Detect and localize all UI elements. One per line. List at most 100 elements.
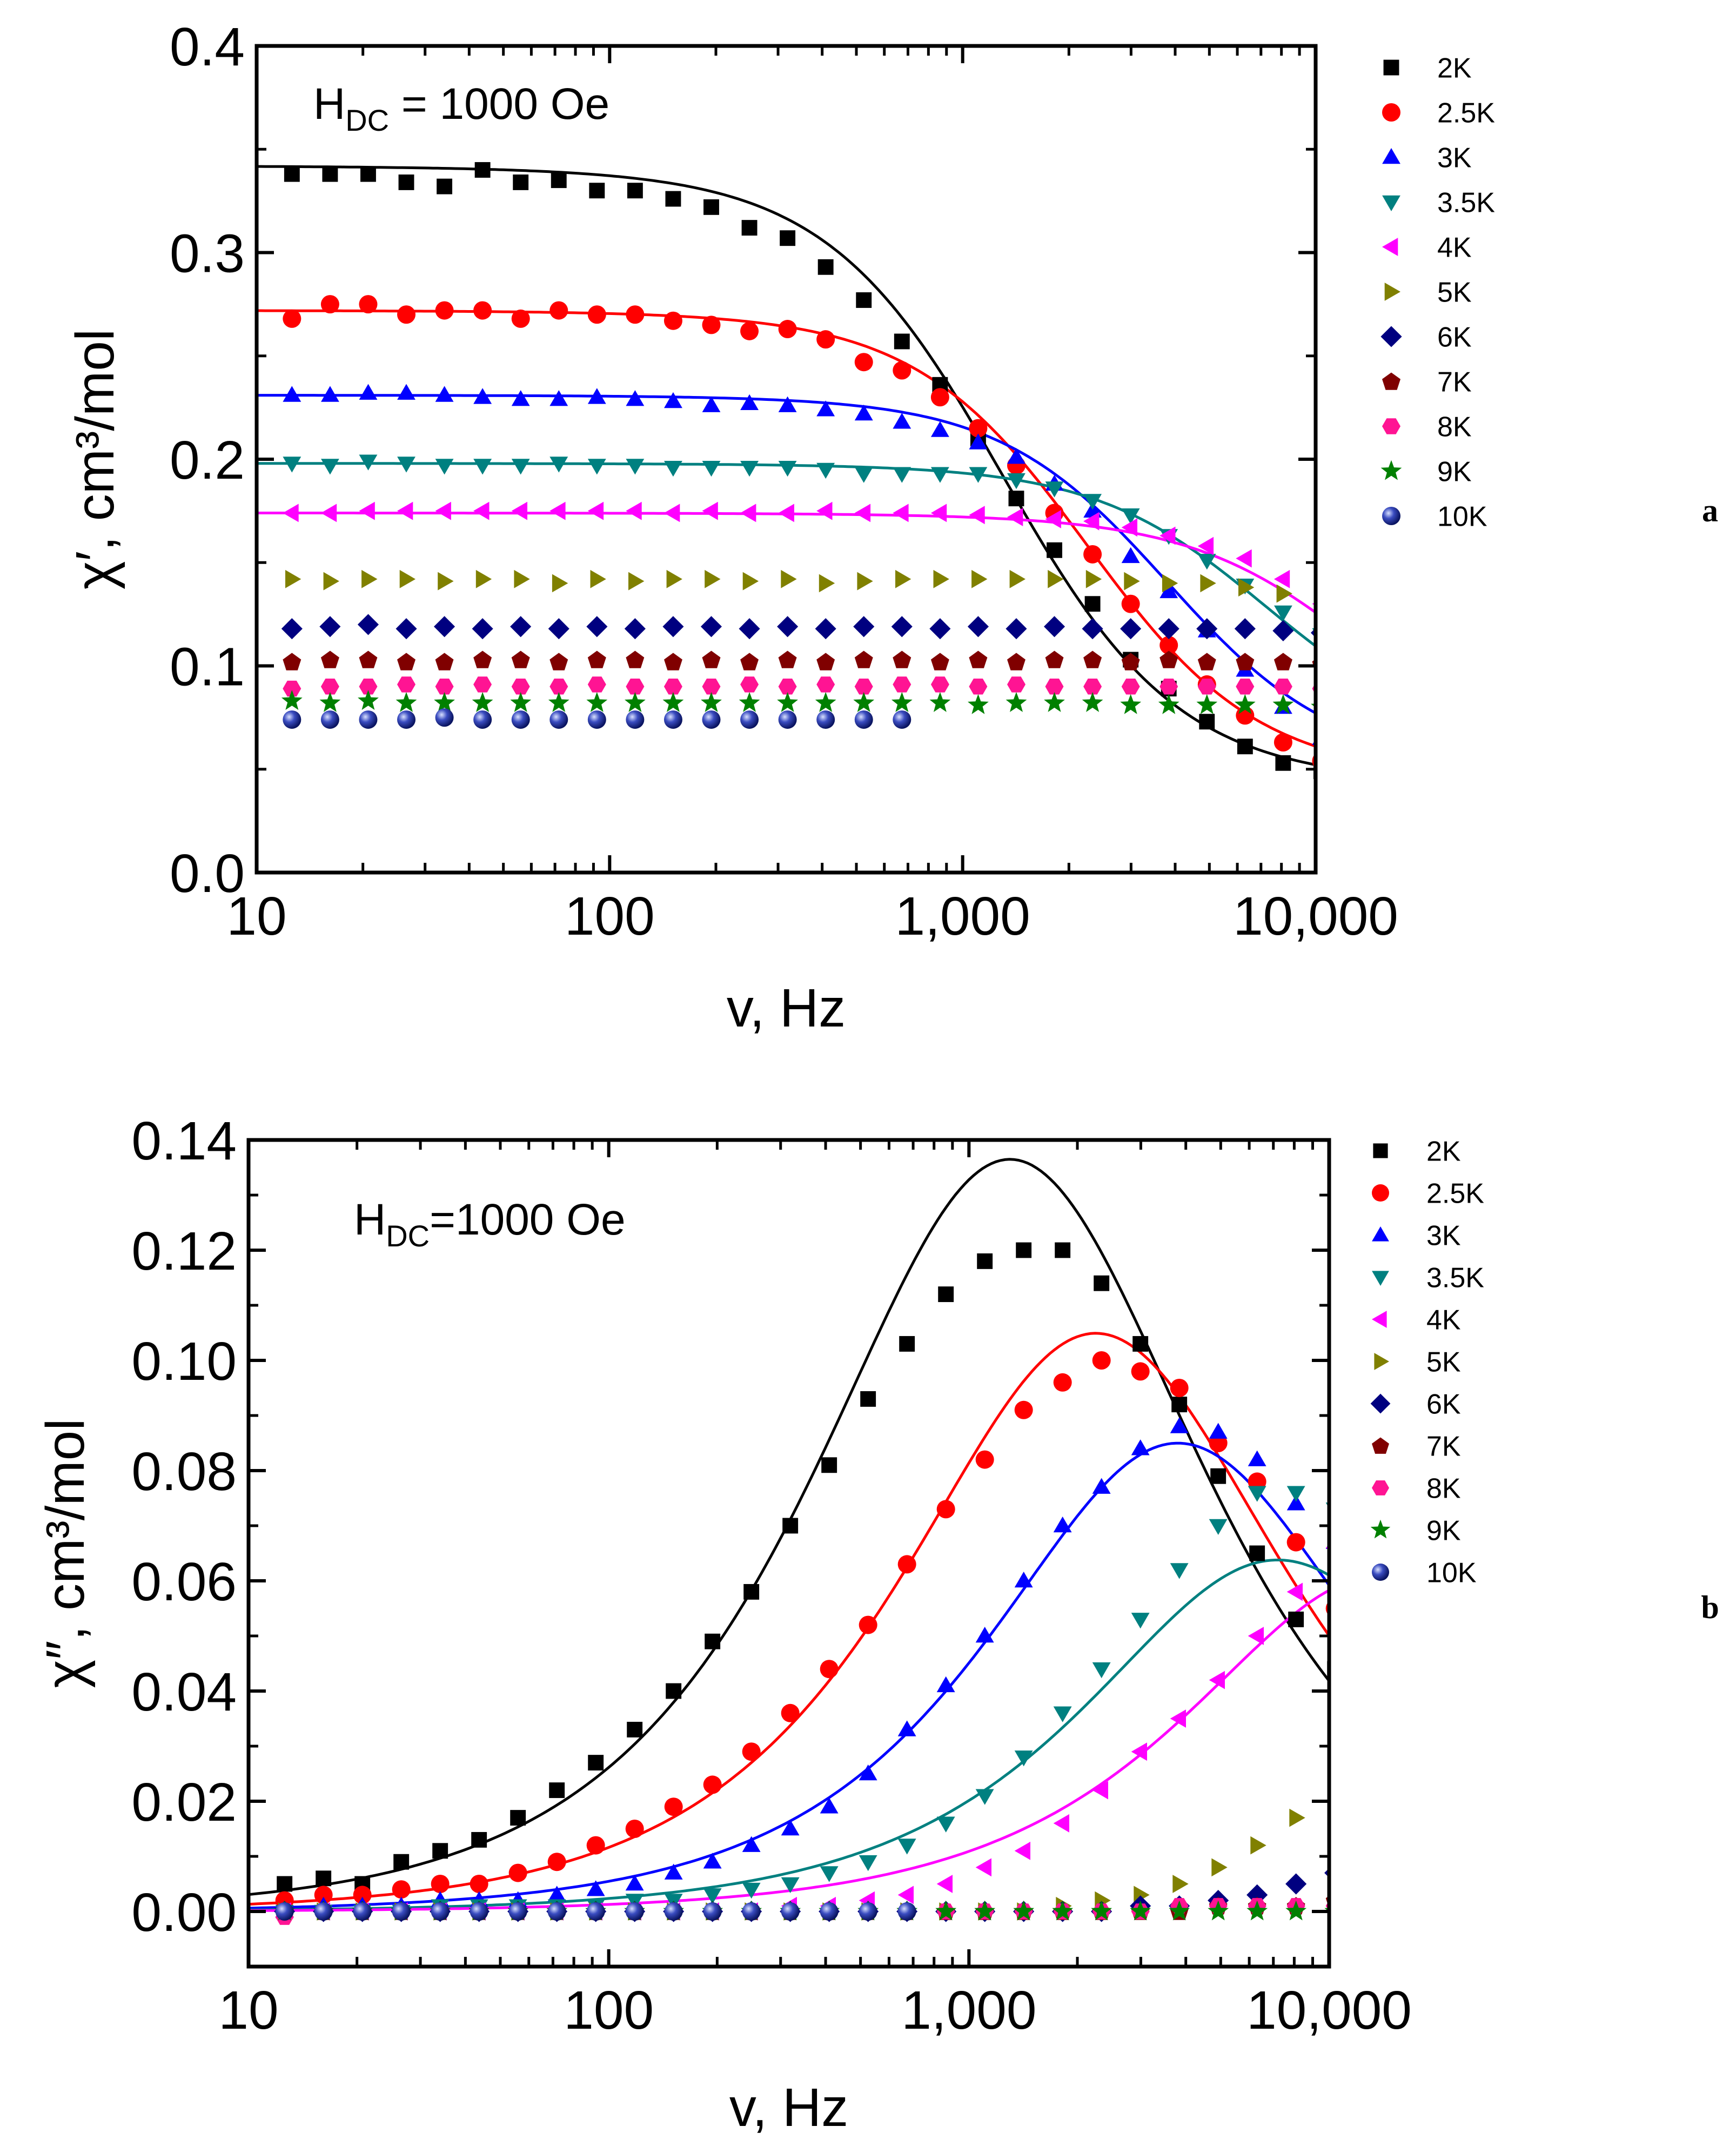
data-point-b-2K [1132, 1336, 1149, 1352]
data-point-a-5K [590, 569, 606, 588]
data-point-a-5K [323, 572, 339, 591]
data-point-a-4K [397, 501, 413, 520]
data-point-b-3.5K [897, 1839, 916, 1855]
data-point-a-3.5K [930, 467, 949, 483]
data-point-a-3.5K [778, 461, 797, 477]
data-point-a-2.5K [283, 309, 301, 328]
data-point-a-2.5K [511, 309, 530, 328]
data-point-b-2.5K [820, 1660, 839, 1679]
x-tick-label-a: 10 [226, 886, 286, 947]
legend-marker-a-2.5K [1382, 103, 1400, 122]
data-point-b-2K [277, 1876, 293, 1892]
data-point-a-9K [1272, 694, 1294, 714]
data-point-a-3.5K [435, 459, 454, 475]
data-point-a-4K [816, 501, 833, 520]
legend-label-a: 3.5K [1437, 187, 1495, 219]
data-point-b-4K [1131, 1742, 1147, 1761]
data-point-a-7K [778, 650, 797, 668]
data-point-a-10K [702, 710, 721, 729]
data-point-a-9K [358, 690, 379, 710]
data-point-b-2K [860, 1391, 876, 1407]
legend-marker-b-3K [1372, 1226, 1389, 1242]
data-point-a-5K [819, 574, 835, 593]
data-point-b-2.5K [1286, 1533, 1305, 1552]
y-axis-label-b: χ″, cm³/mol [35, 1419, 96, 1688]
data-point-a-9K [1006, 692, 1027, 712]
data-point-a-8K [854, 679, 873, 695]
legend-label-a: 3K [1437, 143, 1472, 174]
data-point-a-6K [1082, 618, 1103, 640]
annotation-b-rest: =1000 Oe [430, 1195, 625, 1244]
data-point-b-4K [1092, 1781, 1108, 1800]
data-point-a-2K [817, 259, 834, 275]
data-point-a-7K [283, 653, 301, 670]
data-point-a-3K [816, 400, 835, 417]
data-point-a-6K [281, 618, 303, 640]
data-point-b-9K [1130, 1900, 1151, 1921]
panel-b: 0.00 0.02 0.04 0.06 0.08 0.10 0.12 0.14 10 100 1,0… [35, 1111, 1719, 2138]
data-point-a-9K [1120, 694, 1142, 714]
data-point-a-5K [1200, 574, 1216, 593]
data-point-a-2.5K [930, 388, 949, 407]
legend-label-a: 7K [1437, 367, 1472, 398]
legend-marker-a-8K [1382, 418, 1400, 434]
data-point-a-4K [702, 501, 718, 520]
data-point-a-8K [473, 676, 492, 693]
data-point-a-7K [435, 653, 454, 670]
data-point-a-5K [1048, 569, 1064, 588]
data-point-b-2K [938, 1286, 954, 1303]
data-point-a-8K [1121, 679, 1140, 695]
data-point-b-2K [1288, 1611, 1304, 1627]
data-point-b-3K [1092, 1478, 1111, 1494]
data-point-a-9K [891, 692, 913, 712]
data-point-a-7K [626, 650, 645, 668]
legend-marker-a-7K [1382, 372, 1400, 390]
data-point-a-5K [781, 569, 797, 588]
data-point-a-2K [665, 191, 681, 207]
data-point-a-3.5K [283, 457, 301, 473]
data-point-a-8K [816, 676, 835, 693]
data-point-a-3.5K [587, 459, 606, 475]
data-point-a-2K [780, 230, 796, 246]
data-point-b-3.5K [1092, 1662, 1111, 1679]
data-point-a-6K [891, 616, 913, 638]
data-point-a-4K [283, 504, 299, 522]
data-point-a-5K [285, 569, 301, 588]
data-point-b-4K [1170, 1709, 1186, 1728]
data-point-b-2.5K [586, 1836, 605, 1855]
data-point-b-2K [316, 1870, 332, 1887]
data-point-b-2.5K [431, 1875, 450, 1893]
annotation-a-sub: DC [345, 103, 389, 137]
data-point-a-5K [666, 569, 682, 588]
data-point-a-10K [778, 710, 797, 729]
data-point-a-8K [663, 679, 682, 695]
data-point-a-2K [1199, 714, 1215, 730]
x-tick-label-a: 100 [565, 886, 655, 947]
data-point-a-8K [435, 679, 454, 695]
data-point-b-9K [935, 1900, 957, 1921]
data-point-b-10K [431, 1902, 450, 1921]
data-point-b-10K [353, 1902, 372, 1921]
data-point-b-2.5K [1170, 1379, 1189, 1397]
data-point-a-2K [551, 172, 567, 189]
data-point-a-6K [624, 618, 646, 640]
y-axis-label-a: χ′, cm³/mol [65, 329, 125, 589]
data-point-a-3K [321, 386, 339, 402]
data-point-b-3K [1170, 1417, 1189, 1433]
legend-marker-b-2.5K [1372, 1184, 1389, 1202]
data-point-a-7K [1007, 653, 1025, 670]
data-point-a-9K [1234, 694, 1256, 714]
data-point-a-2K [741, 220, 758, 236]
data-point-b-2K [471, 1832, 487, 1848]
data-point-a-6K [1272, 620, 1294, 641]
data-point-b-3.5K [975, 1789, 994, 1805]
data-point-a-10K [587, 710, 606, 729]
annotation-b-main: H [354, 1195, 386, 1244]
data-point-b-2K [899, 1336, 915, 1352]
data-point-a-5K [1276, 584, 1292, 603]
data-point-a-2.5K [778, 320, 797, 339]
legend-marker-a-10K [1382, 507, 1400, 525]
data-point-a-8K [1007, 676, 1025, 693]
data-point-a-8K [283, 680, 301, 697]
